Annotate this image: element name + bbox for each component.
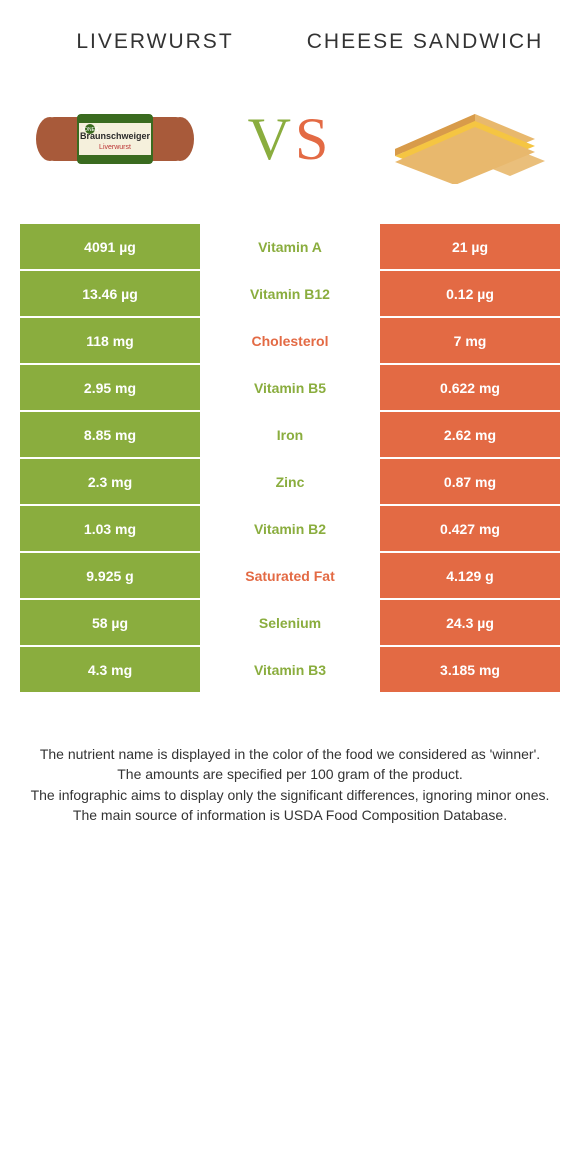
liverwurst-image: Braunschweiger Liverwurst JONES — [30, 94, 200, 184]
table-row: 2.95 mgVitamin B50.622 mg — [20, 365, 560, 412]
footnote-line: The infographic aims to display only the… — [30, 785, 550, 805]
cell-right-value: 0.87 mg — [380, 459, 560, 504]
vs-s: S — [295, 106, 332, 172]
cell-right-value: 4.129 g — [380, 553, 560, 598]
cell-left-value: 13.46 µg — [20, 271, 200, 316]
cell-nutrient-name: Vitamin A — [200, 224, 380, 269]
cell-nutrient-name: Vitamin B12 — [200, 271, 380, 316]
table-row: 9.925 gSaturated Fat4.129 g — [20, 553, 560, 600]
table-row: 13.46 µgVitamin B120.12 µg — [20, 271, 560, 318]
cell-nutrient-name: Cholesterol — [200, 318, 380, 363]
cell-left-value: 8.85 mg — [20, 412, 200, 457]
cell-right-value: 0.427 mg — [380, 506, 560, 551]
cell-right-value: 0.622 mg — [380, 365, 560, 410]
header: LIVERWURST CHEESE SANDWICH — [0, 0, 580, 74]
cell-left-value: 9.925 g — [20, 553, 200, 598]
cell-right-value: 0.12 µg — [380, 271, 560, 316]
table-row: 58 µgSelenium24.3 µg — [20, 600, 560, 647]
cell-nutrient-name: Zinc — [200, 459, 380, 504]
cell-right-value: 3.185 mg — [380, 647, 560, 692]
sandwich-image — [380, 94, 550, 184]
cell-right-value: 7 mg — [380, 318, 560, 363]
infographic-container: LIVERWURST CHEESE SANDWICH Braunschweige… — [0, 0, 580, 845]
cell-left-value: 58 µg — [20, 600, 200, 645]
svg-text:Liverwurst: Liverwurst — [99, 144, 131, 151]
table-row: 8.85 mgIron2.62 mg — [20, 412, 560, 459]
cell-nutrient-name: Vitamin B5 — [200, 365, 380, 410]
cell-right-value: 2.62 mg — [380, 412, 560, 457]
cell-right-value: 21 µg — [380, 224, 560, 269]
cell-left-value: 1.03 mg — [20, 506, 200, 551]
cell-nutrient-name: Vitamin B3 — [200, 647, 380, 692]
nutrient-table: 4091 µgVitamin A21 µg13.46 µgVitamin B12… — [20, 224, 560, 694]
cell-left-value: 4.3 mg — [20, 647, 200, 692]
images-row: Braunschweiger Liverwurst JONES VS — [0, 74, 580, 224]
svg-text:JONES: JONES — [82, 127, 99, 133]
cell-nutrient-name: Vitamin B2 — [200, 506, 380, 551]
table-row: 1.03 mgVitamin B20.427 mg — [20, 506, 560, 553]
vs-v: V — [248, 106, 295, 172]
vs-label: VS — [248, 105, 333, 174]
cell-left-value: 2.3 mg — [20, 459, 200, 504]
table-row: 118 mgCholesterol7 mg — [20, 318, 560, 365]
table-row: 4091 µgVitamin A21 µg — [20, 224, 560, 271]
cell-nutrient-name: Iron — [200, 412, 380, 457]
title-left: LIVERWURST — [20, 30, 290, 54]
cell-left-value: 4091 µg — [20, 224, 200, 269]
cell-left-value: 118 mg — [20, 318, 200, 363]
footnote-line: The main source of information is USDA F… — [30, 805, 550, 825]
footnotes: The nutrient name is displayed in the co… — [0, 694, 580, 845]
cell-nutrient-name: Saturated Fat — [200, 553, 380, 598]
cell-left-value: 2.95 mg — [20, 365, 200, 410]
table-row: 2.3 mgZinc0.87 mg — [20, 459, 560, 506]
footnote-line: The amounts are specified per 100 gram o… — [30, 764, 550, 784]
cell-right-value: 24.3 µg — [380, 600, 560, 645]
title-right: CHEESE SANDWICH — [290, 30, 560, 54]
cell-nutrient-name: Selenium — [200, 600, 380, 645]
footnote-line: The nutrient name is displayed in the co… — [30, 744, 550, 764]
table-row: 4.3 mgVitamin B33.185 mg — [20, 647, 560, 694]
